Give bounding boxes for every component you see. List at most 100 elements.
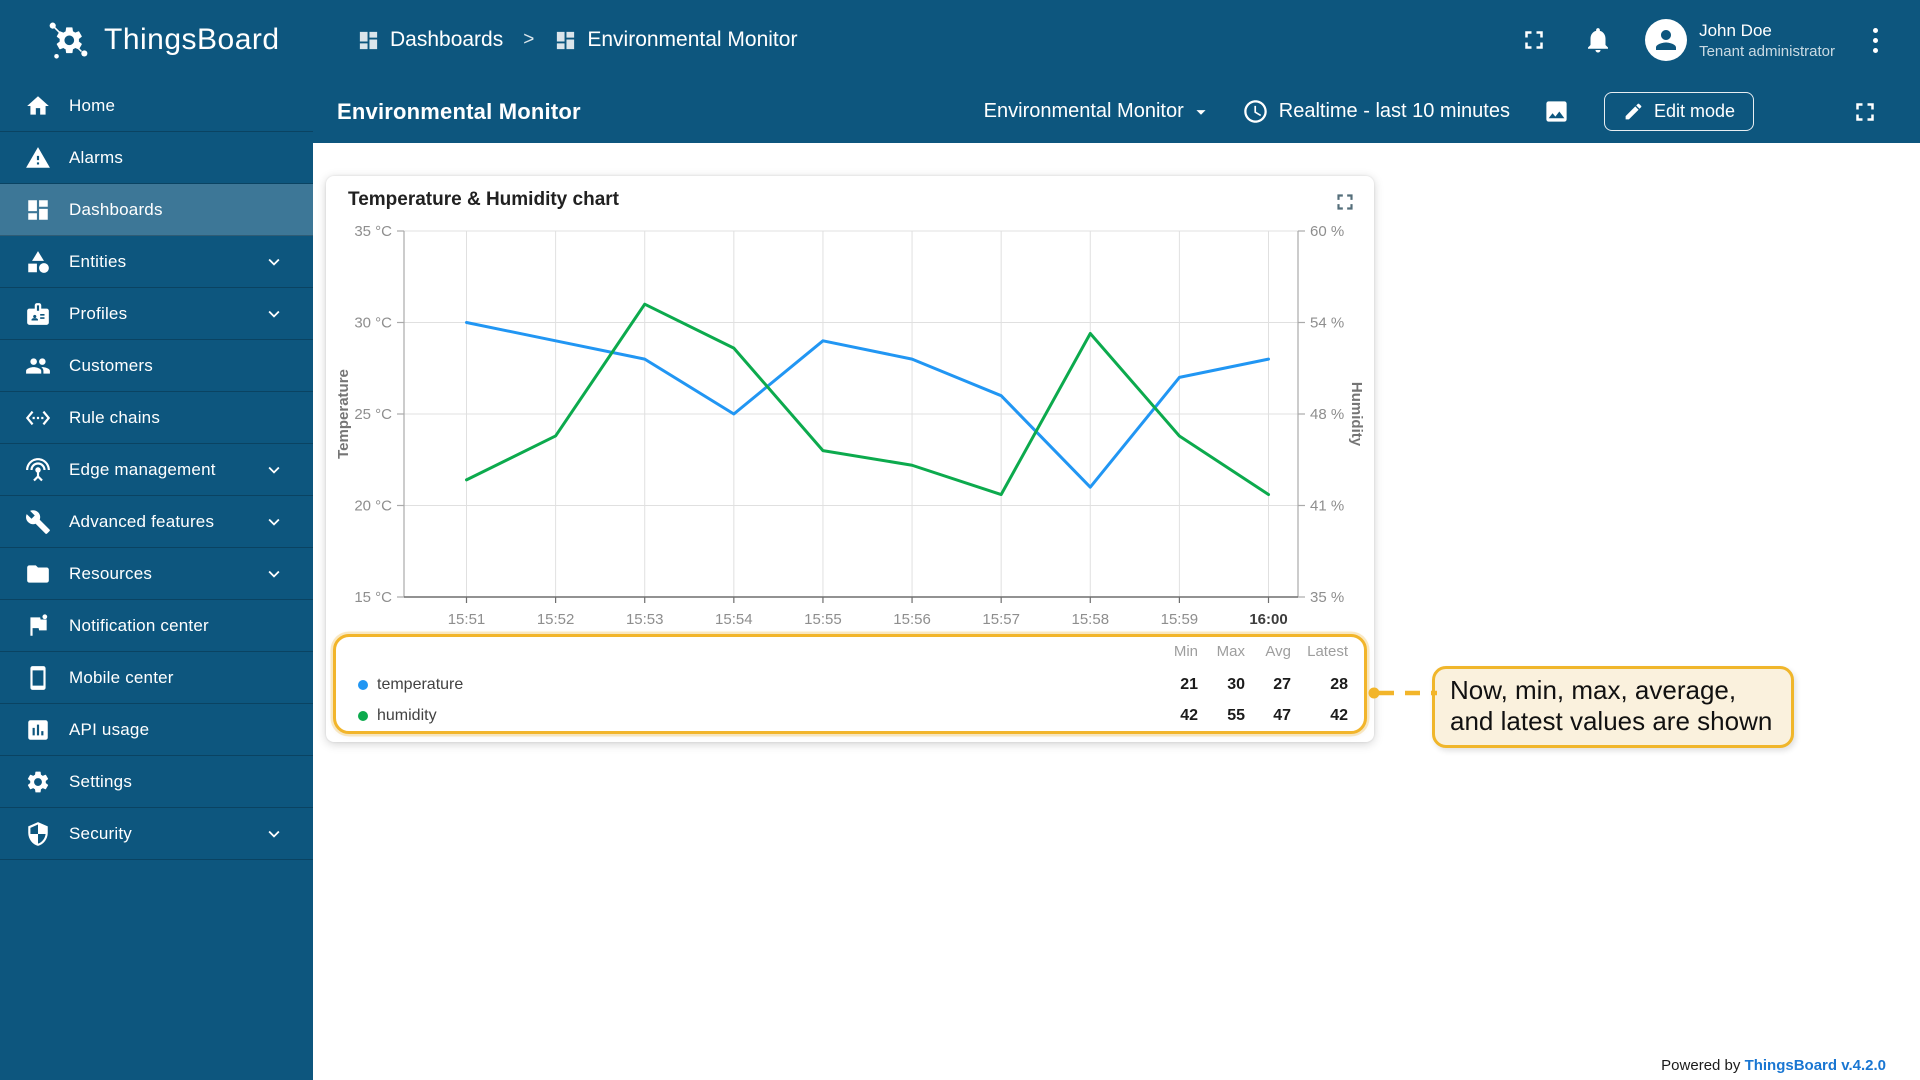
edit-mode-button[interactable]: Edit mode <box>1603 92 1754 131</box>
svg-text:41 %: 41 % <box>1310 498 1344 515</box>
legend-table: Min Max Avg Latest temperature 21 30 27 28 humidi… <box>358 643 1348 731</box>
user-role: Tenant administrator <box>1699 42 1835 60</box>
svg-text:20 °C: 20 °C <box>354 498 392 515</box>
chevron-down-icon <box>263 459 285 481</box>
clock-icon <box>1242 98 1269 125</box>
chevron-down-icon <box>263 303 285 325</box>
sidebar-item-rule-chains[interactable]: Rule chains <box>0 392 313 444</box>
powered-by: Powered by ThingsBoard v.4.2.0 <box>1661 1057 1886 1074</box>
more-options-button[interactable] <box>1865 24 1886 57</box>
mobile-center-icon <box>25 665 51 691</box>
svg-text:35 %: 35 % <box>1310 589 1344 606</box>
sidebar-item-edge-management[interactable]: Edge management <box>0 444 313 496</box>
dashboard-select[interactable]: Environmental Monitor <box>984 100 1212 123</box>
widget-fullscreen-button[interactable] <box>1332 189 1358 215</box>
sidebar-item-api-usage[interactable]: API usage <box>0 704 313 756</box>
sidebar-item-home[interactable]: Home <box>0 80 313 132</box>
timewindow-button[interactable]: Realtime - last 10 minutes <box>1242 98 1510 125</box>
svg-text:Temperature: Temperature <box>335 369 352 459</box>
sidebar-item-security[interactable]: Security <box>0 808 313 860</box>
fullscreen-icon <box>1519 25 1549 55</box>
sidebar-nav: Home Alarms Dashboards Entities Profiles Cust… <box>0 80 313 1080</box>
legend-header: Max <box>1216 643 1245 660</box>
bell-icon <box>1583 25 1613 55</box>
breadcrumb-current-dashboard[interactable]: Environmental Monitor <box>554 28 797 52</box>
legend-header: Avg <box>1265 643 1291 660</box>
annotation-connector <box>1368 687 1437 699</box>
sidebar-item-entities[interactable]: Entities <box>0 236 313 288</box>
temperature-humidity-chart: 35 °C 60 % 30 °C 54 % 25 °C 48 % 20 °C 41 % 15 °… <box>335 223 1365 628</box>
sidebar-item-notification-center[interactable]: Notification center <box>0 600 313 652</box>
user-menu[interactable]: John Doe Tenant administrator <box>1645 19 1835 61</box>
legend-series-temperature[interactable]: temperature <box>358 669 1151 700</box>
svg-text:54 %: 54 % <box>1310 315 1344 332</box>
legend-header: Min <box>1173 643 1198 660</box>
thingsboard-version-link[interactable]: ThingsBoard v.4.2.0 <box>1744 1057 1886 1074</box>
svg-text:16:00: 16:00 <box>1249 611 1287 628</box>
svg-text:15 °C: 15 °C <box>354 589 392 606</box>
series-line-temperature <box>465 321 1270 489</box>
sidebar-item-dashboards[interactable]: Dashboards <box>0 184 313 236</box>
svg-text:15:51: 15:51 <box>448 611 486 628</box>
settings-icon <box>25 769 51 795</box>
sidebar-item-mobile-center[interactable]: Mobile center <box>0 652 313 704</box>
sidebar-item-resources[interactable]: Resources <box>0 548 313 600</box>
api-usage-icon <box>25 717 51 743</box>
sidebar-item-advanced-features[interactable]: Advanced features <box>0 496 313 548</box>
svg-text:30 °C: 30 °C <box>354 315 392 332</box>
series-line-humidity <box>465 302 1270 497</box>
dashboards-icon <box>357 29 380 52</box>
avatar <box>1645 19 1688 61</box>
rule-chains-icon <box>25 405 51 431</box>
dashboard-fullscreen-button[interactable] <box>1848 95 1882 129</box>
breadcrumb-dashboards[interactable]: Dashboards <box>357 28 503 52</box>
dashboard-toolbar: Environmental Monitor Environmental Moni… <box>313 80 1920 143</box>
edge-management-icon <box>25 457 51 483</box>
notification-center-icon <box>25 613 51 639</box>
pencil-icon <box>1623 101 1644 122</box>
svg-text:35 °C: 35 °C <box>354 223 392 240</box>
series-color-dot <box>358 710 368 721</box>
breadcrumb-separator: > <box>523 29 535 50</box>
dashboards-icon <box>25 197 51 223</box>
dashboard-image-button[interactable] <box>1540 95 1574 129</box>
home-icon <box>25 93 51 119</box>
legend-table-highlight: Min Max Avg Latest temperature 21 30 27 28 humidi… <box>333 634 1367 734</box>
svg-text:15:52: 15:52 <box>537 611 575 628</box>
annotation-callout: Now, min, max, average, and latest value… <box>1432 666 1794 748</box>
caret-down-icon <box>1196 109 1206 115</box>
svg-text:15:57: 15:57 <box>982 611 1020 628</box>
sidebar-item-settings[interactable]: Settings <box>0 756 313 808</box>
chevron-down-icon <box>263 511 285 533</box>
legend-header: Latest <box>1307 643 1348 660</box>
widget-title: Temperature & Humidity chart <box>348 189 619 210</box>
download-icon <box>1787 98 1815 126</box>
sidebar-item-customers[interactable]: Customers <box>0 340 313 392</box>
export-dashboard-button[interactable] <box>1784 95 1818 129</box>
dashboards-icon <box>554 29 577 52</box>
entities-icon <box>25 249 51 275</box>
series-color-dot <box>358 679 368 690</box>
svg-text:15:58: 15:58 <box>1072 611 1110 628</box>
security-icon <box>25 821 51 847</box>
chevron-down-icon <box>263 823 285 845</box>
app-title: ThingsBoard <box>104 23 280 56</box>
svg-text:15:56: 15:56 <box>893 611 931 628</box>
breadcrumb: Dashboards > Environmental Monitor <box>313 28 797 52</box>
profiles-icon <box>25 301 51 327</box>
image-icon <box>1543 98 1570 125</box>
svg-text:25 °C: 25 °C <box>354 406 392 423</box>
svg-text:15:54: 15:54 <box>715 611 753 628</box>
notifications-button[interactable] <box>1581 23 1615 57</box>
fullscreen-button[interactable] <box>1517 23 1551 57</box>
app-logo[interactable]: ThingsBoard <box>0 17 313 63</box>
legend-series-humidity[interactable]: humidity <box>358 700 1151 731</box>
svg-text:15:59: 15:59 <box>1161 611 1199 628</box>
user-name: John Doe <box>1699 21 1772 41</box>
sidebar-item-profiles[interactable]: Profiles <box>0 288 313 340</box>
top-header: ThingsBoard Dashboards > Environmental M… <box>0 0 1920 80</box>
fullscreen-icon <box>1850 97 1880 127</box>
svg-text:15:55: 15:55 <box>804 611 842 628</box>
thingsboard-logo-icon <box>46 17 92 63</box>
sidebar-item-alarms[interactable]: Alarms <box>0 132 313 184</box>
